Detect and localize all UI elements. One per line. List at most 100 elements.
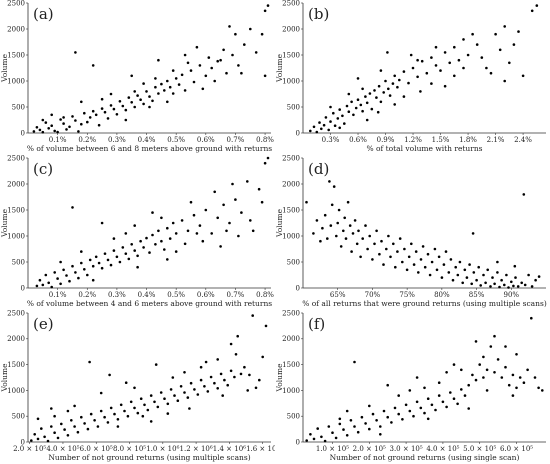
data-point [246, 180, 249, 183]
data-point [199, 378, 203, 382]
data-point [512, 43, 516, 46]
panel-label: (b) [308, 5, 329, 23]
data-point [508, 61, 511, 65]
x-tick-label: 65% [330, 291, 346, 299]
y-tick-label: 500 [287, 258, 300, 266]
data-point [133, 90, 136, 93]
data-point [414, 250, 418, 253]
data-point [460, 368, 463, 372]
data-point [468, 263, 471, 266]
data-point [30, 439, 33, 442]
data-point [361, 109, 364, 113]
data-point [50, 425, 53, 428]
x-axis-label: % of total volume with returns [366, 144, 482, 153]
y-tick-label: 2500 [7, 0, 25, 7]
data-point [233, 375, 236, 379]
data-point [309, 129, 312, 133]
y-tick-label: 1500 [7, 361, 25, 369]
data-point [130, 74, 133, 78]
data-point [530, 316, 533, 320]
data-point [53, 414, 56, 418]
data-point [517, 30, 520, 33]
data-point [331, 431, 334, 434]
data-point [145, 236, 148, 240]
data-point [151, 211, 154, 214]
x-tick-label: 0.3% [108, 136, 126, 144]
x-tick-label: 90% [504, 291, 520, 299]
x-axis-label: Number of not ground returns (using sing… [330, 453, 520, 462]
data-point [426, 252, 430, 256]
data-point [474, 340, 478, 343]
data-point [113, 412, 116, 416]
x-tick-label: 0.5% [167, 291, 185, 299]
y-tick-label: 1500 [282, 51, 300, 59]
data-point [496, 260, 499, 264]
x-tick-label: 0.9% [377, 136, 395, 144]
data-point [53, 129, 56, 133]
data-point [174, 250, 178, 253]
data-point [403, 247, 406, 251]
data-point [420, 59, 424, 63]
data-point [47, 127, 50, 130]
data-point [535, 4, 539, 7]
data-point [121, 104, 125, 108]
data-point [47, 281, 50, 285]
data-point [151, 99, 154, 103]
data-point [391, 82, 395, 85]
data-point [498, 285, 501, 289]
y-tick-label: 500 [12, 413, 25, 421]
y-axis-label: Volume [0, 53, 9, 83]
data-point [251, 229, 255, 233]
data-point [437, 394, 441, 397]
data-point [405, 268, 409, 272]
data-point [494, 32, 497, 36]
data-point [359, 255, 362, 259]
data-point [226, 383, 229, 387]
data-point [124, 381, 128, 384]
x-tick-label: 0.6% [197, 291, 215, 299]
data-point [475, 278, 478, 282]
data-point [430, 260, 434, 264]
data-point [74, 119, 77, 122]
data-point [103, 415, 106, 419]
y-tick-label: 2000 [7, 335, 25, 343]
data-point [341, 114, 344, 118]
data-point [479, 284, 482, 287]
panel-label: (e) [33, 315, 54, 333]
x-tick-label: 1.2% [404, 136, 422, 144]
data-point [80, 100, 83, 104]
data-point [408, 389, 412, 392]
data-point [35, 126, 39, 129]
data-point [332, 185, 336, 188]
x-tick-label: 8.0 × 10⁵ [113, 445, 146, 453]
data-point [195, 45, 199, 49]
data-point [345, 409, 349, 413]
data-point [201, 239, 205, 243]
data-point [106, 258, 110, 262]
data-point [89, 412, 93, 416]
data-point [463, 268, 467, 272]
y-axis-label: Volume [0, 363, 9, 393]
data-point [163, 397, 166, 400]
data-point [44, 273, 48, 277]
data-point [115, 255, 119, 259]
data-point [355, 242, 359, 246]
data-point [136, 94, 139, 97]
data-point [203, 385, 206, 388]
data-point [169, 388, 173, 391]
data-point [174, 77, 178, 80]
data-point [204, 74, 208, 78]
data-point [441, 400, 445, 404]
data-point [430, 56, 433, 59]
data-point [183, 391, 186, 394]
data-point [219, 245, 222, 248]
data-point [326, 237, 329, 240]
data-point [388, 94, 392, 97]
data-point [195, 232, 199, 235]
data-point [157, 229, 160, 233]
x-tick-label: 0.3% [322, 136, 340, 144]
data-point [393, 406, 397, 410]
data-point [223, 378, 226, 382]
data-point [213, 381, 216, 385]
data-point [378, 252, 381, 256]
